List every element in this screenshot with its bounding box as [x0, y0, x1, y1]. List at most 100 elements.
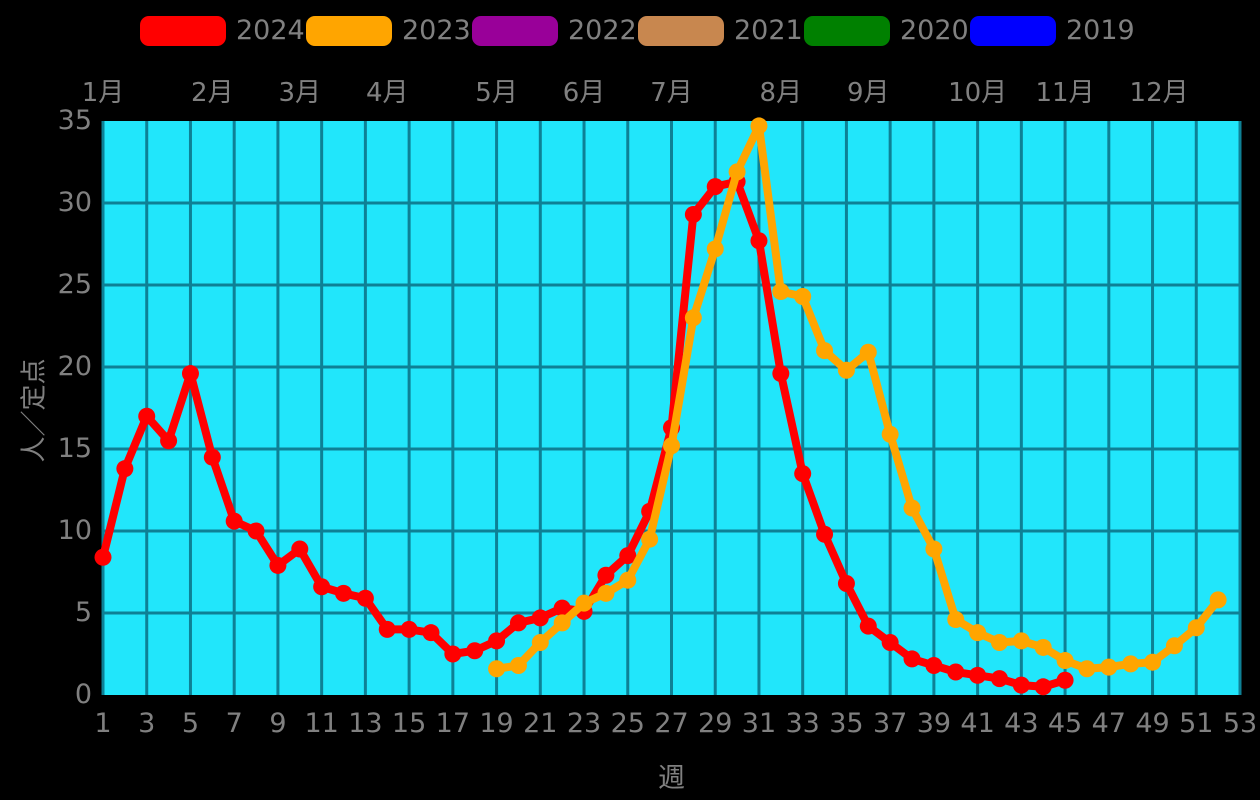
data-point-2023	[728, 163, 746, 181]
data-point-2024	[203, 448, 221, 466]
data-point-2023	[969, 624, 987, 642]
data-point-2024	[356, 589, 374, 607]
x-tick-label: 47	[1091, 708, 1126, 739]
x-tick-label: 17	[435, 708, 471, 739]
data-point-2023	[597, 584, 615, 602]
data-point-2024	[138, 407, 156, 425]
legend-swatch-icon	[306, 16, 392, 46]
data-point-2024	[247, 522, 265, 540]
y-tick-label: 0	[74, 679, 92, 710]
data-point-2023	[553, 614, 571, 632]
legend-swatch-icon	[140, 16, 226, 46]
data-point-2023	[1034, 638, 1052, 656]
data-point-2024	[422, 624, 440, 642]
data-point-2023	[925, 540, 943, 558]
data-point-2023	[509, 656, 527, 674]
data-point-2024	[859, 617, 877, 635]
data-point-2023	[903, 499, 921, 517]
month-label: 2月	[191, 78, 234, 108]
legend-label: 2019	[1066, 15, 1135, 46]
data-point-2023	[881, 425, 899, 443]
x-tick-label: 27	[654, 708, 689, 739]
month-label: 5月	[475, 78, 518, 108]
data-point-2024	[881, 634, 899, 652]
data-point-2023	[684, 309, 702, 327]
x-tick-label: 15	[391, 708, 427, 739]
data-point-2024	[794, 465, 812, 483]
y-tick-label: 5	[74, 597, 92, 628]
y-axis-title: 人／定点	[19, 358, 50, 463]
legend-item-2022: 2022	[472, 12, 637, 50]
legend-item-2021: 2021	[638, 12, 803, 50]
data-point-2024	[378, 620, 396, 638]
data-point-2023	[1122, 655, 1140, 673]
data-point-2024	[116, 460, 134, 478]
data-point-2024	[969, 666, 987, 684]
data-point-2024	[837, 574, 855, 592]
data-point-2024	[466, 642, 484, 660]
month-label: 6月	[562, 78, 606, 108]
x-axis-title: 週	[658, 763, 685, 794]
x-tick-label: 49	[1135, 708, 1170, 739]
data-point-2024	[444, 645, 462, 663]
data-point-2023	[619, 571, 637, 589]
data-point-2023	[575, 594, 593, 612]
x-tick-label: 21	[523, 708, 558, 739]
data-point-2023	[947, 611, 965, 629]
data-point-2024	[925, 656, 943, 674]
x-tick-label: 9	[269, 708, 287, 739]
data-point-2024	[1034, 678, 1052, 696]
data-point-2024	[269, 556, 287, 574]
x-tick-label: 43	[1004, 708, 1039, 739]
data-point-2023	[1056, 652, 1074, 670]
y-tick-label: 25	[57, 269, 92, 300]
legend-swatch-icon	[638, 16, 724, 46]
data-point-2023	[531, 634, 549, 652]
data-point-2023	[750, 117, 768, 135]
x-tick-label: 45	[1047, 708, 1083, 739]
data-point-2023	[1078, 660, 1096, 678]
x-tick-label: 7	[225, 708, 243, 739]
data-point-2024	[903, 650, 921, 668]
y-tick-label: 35	[57, 105, 92, 136]
legend-item-2019: 2019	[970, 12, 1135, 50]
data-point-2024	[1012, 676, 1030, 694]
x-tick-label: 33	[785, 708, 820, 739]
legend-label: 2023	[402, 15, 471, 46]
data-point-2023	[1012, 632, 1030, 650]
data-point-2024	[706, 178, 724, 196]
data-point-2024	[553, 599, 571, 617]
series-line-2023	[492, 121, 1223, 673]
x-tick-label: 41	[960, 708, 995, 739]
x-tick-label: 19	[479, 708, 514, 739]
data-point-2023	[1100, 658, 1118, 676]
x-tick-label: 53	[1222, 708, 1258, 739]
data-point-2023	[990, 634, 1008, 652]
data-point-2023	[794, 287, 812, 305]
data-point-2024	[160, 432, 178, 450]
data-point-2024	[94, 548, 112, 566]
legend-label: 2024	[236, 15, 305, 46]
data-point-2023	[816, 342, 834, 360]
x-tick-label: 29	[698, 708, 733, 739]
data-point-2023	[1209, 591, 1227, 609]
data-point-2024	[225, 512, 243, 530]
month-label: 11月	[1035, 78, 1095, 108]
legend-swatch-icon	[472, 16, 558, 46]
data-point-2024	[313, 578, 331, 596]
data-point-2023	[488, 660, 506, 678]
data-point-2023	[1144, 653, 1162, 671]
y-tick-label: 15	[57, 433, 92, 464]
x-tick-label: 31	[741, 708, 777, 739]
x-tick-label: 37	[872, 708, 908, 739]
y-tick-label: 10	[57, 515, 92, 546]
data-point-2023	[1187, 619, 1205, 637]
x-tick-label: 11	[304, 708, 339, 739]
data-point-2023	[837, 361, 855, 379]
data-point-2024	[181, 365, 199, 383]
y-tick-label: 30	[57, 187, 92, 218]
data-point-2023	[706, 240, 724, 258]
data-point-2024	[509, 614, 527, 632]
